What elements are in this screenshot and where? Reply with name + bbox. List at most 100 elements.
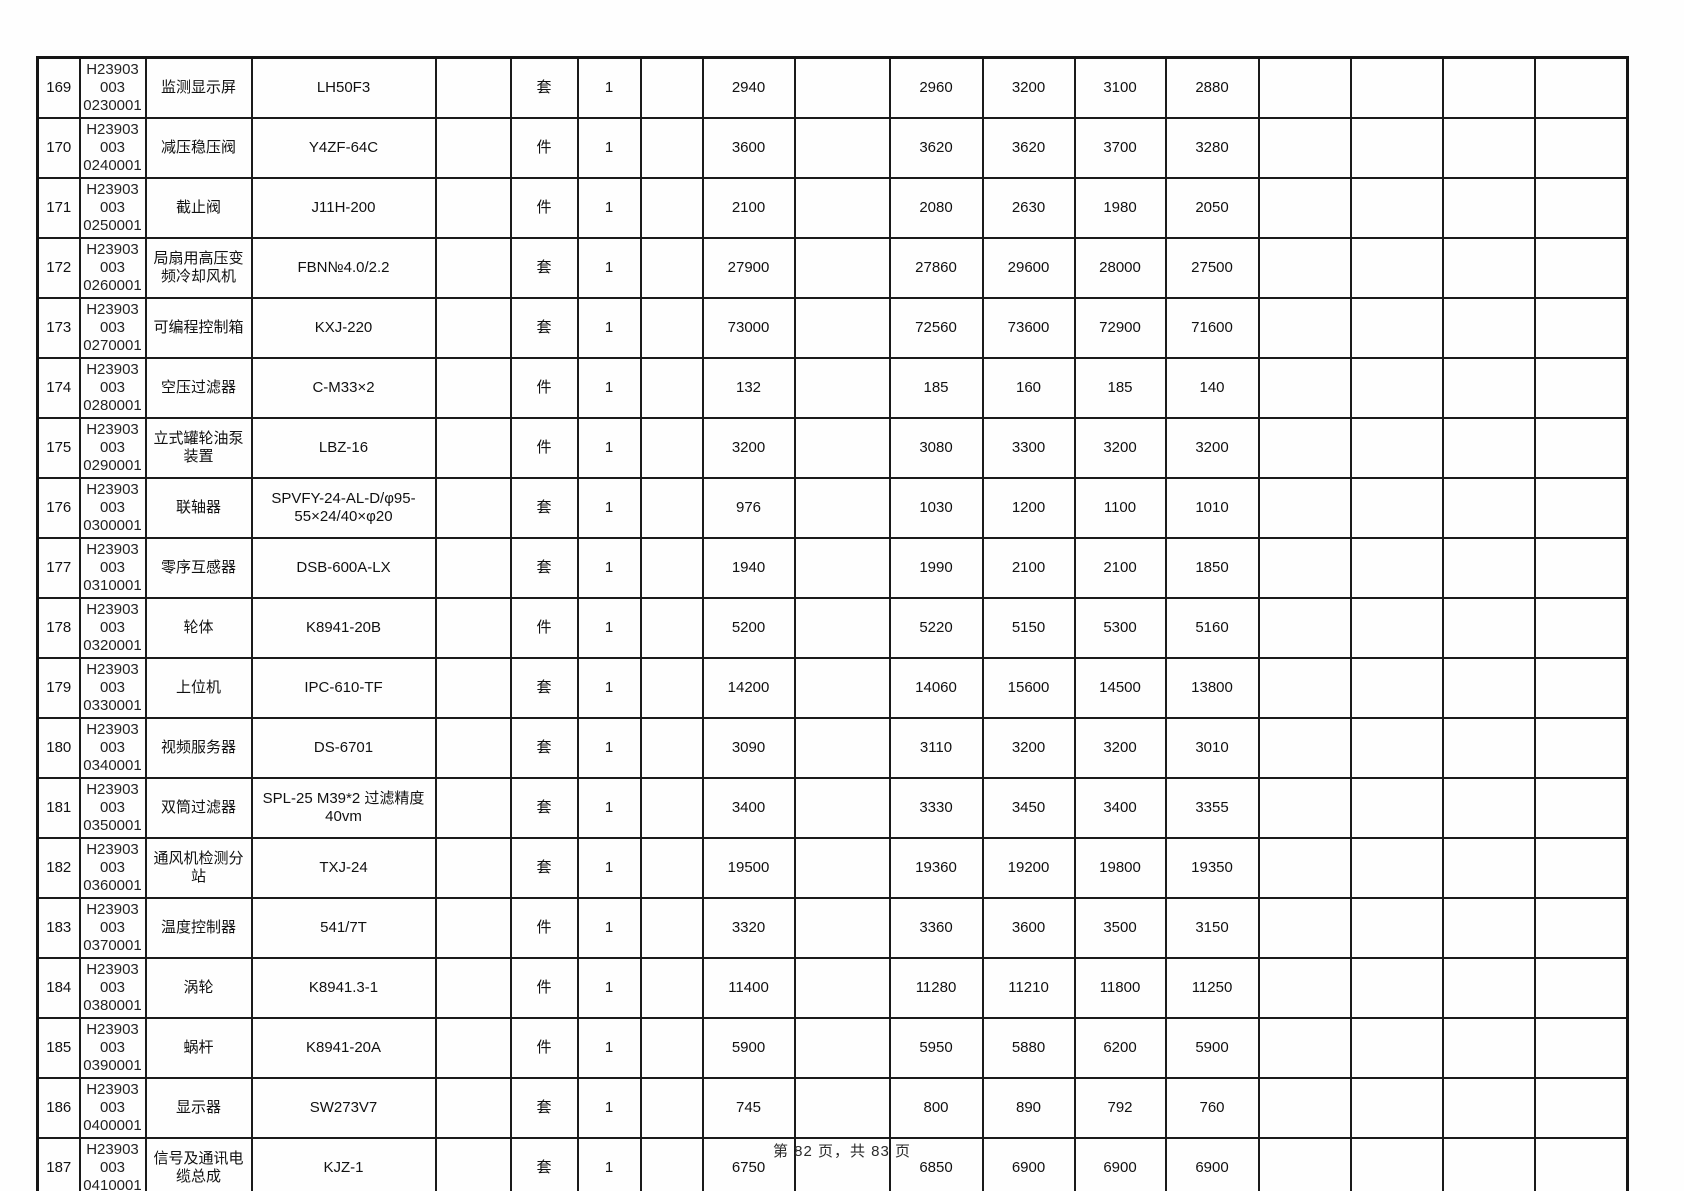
item-code-cell: H23903003 0260001	[78, 237, 147, 299]
empty-cell	[639, 1137, 704, 1191]
price-cell: 132	[701, 357, 796, 419]
row-number-cell: 178	[36, 597, 81, 659]
price-cell: 2880	[1164, 56, 1260, 119]
price-cell: 2960	[888, 56, 984, 119]
empty-cell	[434, 297, 512, 359]
price-cell: 14060	[888, 657, 984, 719]
unit-cell: 套	[509, 537, 579, 599]
table-row: 173 H23903003 0270001 可编程控制箱 KXJ-220 套 1 73000 7…	[36, 297, 1629, 359]
price-cell: 160	[981, 357, 1076, 419]
empty-cell	[434, 537, 512, 599]
empty-cell	[1257, 657, 1352, 719]
model-spec-cell: TXJ-24	[250, 837, 437, 899]
table-row: 183 H23903003 0370001 温度控制器 541/7T 件 1 3320 3360…	[36, 897, 1629, 959]
empty-cell	[639, 477, 704, 539]
empty-cell	[1349, 657, 1444, 719]
empty-cell	[639, 1017, 704, 1079]
price-cell: 11400	[701, 957, 796, 1019]
price-cell: 2100	[701, 177, 796, 239]
empty-cell	[1441, 417, 1536, 479]
table-row: 171 H23903003 0250001 截止阀 J11H-200 件 1 2100 2080…	[36, 177, 1629, 239]
empty-cell	[639, 657, 704, 719]
price-cell: 2100	[981, 537, 1076, 599]
item-code-prefix: H23903003	[86, 1081, 139, 1116]
quantity-cell: 1	[576, 837, 642, 899]
empty-cell	[434, 897, 512, 959]
empty-cell	[639, 357, 704, 419]
item-code-prefix: H23903003	[86, 961, 139, 996]
price-cell: 5300	[1073, 597, 1167, 659]
empty-cell	[1257, 597, 1352, 659]
empty-cell	[1441, 117, 1536, 179]
unit-cell: 件	[509, 357, 579, 419]
quantity-cell: 1	[576, 897, 642, 959]
price-cell: 3200	[981, 717, 1076, 779]
empty-cell	[639, 417, 704, 479]
price-cell: 73000	[701, 297, 796, 359]
price-cell: 15600	[981, 657, 1076, 719]
unit-cell: 件	[509, 177, 579, 239]
price-cell: 6850	[888, 1137, 984, 1191]
item-code-prefix: H23903003	[86, 901, 139, 936]
price-cell: 6900	[1073, 1137, 1167, 1191]
item-code-prefix: H23903003	[86, 301, 139, 336]
price-cell: 5900	[701, 1017, 796, 1079]
item-code-suffix: 0330001	[83, 697, 142, 714]
item-name-cell: 通风机检测分站	[144, 837, 253, 899]
empty-cell	[1533, 1077, 1629, 1139]
item-name-cell: 立式罐轮油泵装置	[144, 417, 253, 479]
empty-cell	[434, 237, 512, 299]
table-row: 174 H23903003 0280001 空压过滤器 C-M33×2 件 1 132 185 1…	[36, 357, 1629, 419]
empty-cell	[1441, 537, 1536, 599]
empty-cell	[1257, 237, 1352, 299]
item-name-cell: 轮体	[144, 597, 253, 659]
row-number-cell: 169	[36, 56, 81, 119]
empty-cell	[639, 957, 704, 1019]
item-code-suffix: 0340001	[83, 757, 142, 774]
empty-cell	[434, 56, 512, 119]
unit-cell: 件	[509, 117, 579, 179]
item-code-cell: H23903003 0340001	[78, 717, 147, 779]
price-cell: 3200	[1073, 417, 1167, 479]
empty-cell	[434, 357, 512, 419]
row-number-cell: 186	[36, 1077, 81, 1139]
empty-cell	[1533, 417, 1629, 479]
empty-cell	[1441, 837, 1536, 899]
table-row: 186 H23903003 0400001 显示器 SW273V7 套 1 745 800 890…	[36, 1077, 1629, 1139]
empty-cell	[1441, 56, 1536, 119]
item-name-cell: 蜗杆	[144, 1017, 253, 1079]
item-name-cell: 上位机	[144, 657, 253, 719]
empty-cell	[639, 597, 704, 659]
row-number-cell: 185	[36, 1017, 81, 1079]
item-code-cell: H23903003 0270001	[78, 297, 147, 359]
price-cell: 5150	[981, 597, 1076, 659]
table-row: 176 H23903003 0300001 联轴器 SPVFY-24-AL-D/φ95-…	[36, 477, 1629, 539]
empty-cell	[1441, 297, 1536, 359]
model-spec-cell: 541/7T	[250, 897, 437, 959]
item-code-prefix: H23903003	[86, 121, 139, 156]
price-cell: 3355	[1164, 777, 1260, 839]
item-code-cell: H23903003 0390001	[78, 1017, 147, 1079]
unit-cell: 套	[509, 837, 579, 899]
empty-cell	[1349, 56, 1444, 119]
empty-cell	[793, 1077, 891, 1139]
empty-cell	[639, 777, 704, 839]
table-body: 169 H23903003 0230001 监测显示屏 LH50F3 套 1 2940 2960…	[36, 56, 1629, 1191]
price-cell: 11800	[1073, 957, 1167, 1019]
item-code-cell: H23903003 0250001	[78, 177, 147, 239]
empty-cell	[1441, 1077, 1536, 1139]
price-cell: 5220	[888, 597, 984, 659]
quantity-cell: 1	[576, 477, 642, 539]
item-code-cell: H23903003 0230001	[78, 56, 147, 119]
empty-cell	[793, 537, 891, 599]
price-cell: 760	[1164, 1077, 1260, 1139]
item-code-prefix: H23903003	[86, 1141, 139, 1176]
page-number: 第 82 页，共 83 页	[772, 1143, 912, 1160]
unit-cell: 套	[509, 777, 579, 839]
empty-cell	[1441, 897, 1536, 959]
empty-cell	[1257, 417, 1352, 479]
quantity-cell: 1	[576, 777, 642, 839]
empty-cell	[1257, 297, 1352, 359]
item-code-cell: H23903003 0290001	[78, 417, 147, 479]
